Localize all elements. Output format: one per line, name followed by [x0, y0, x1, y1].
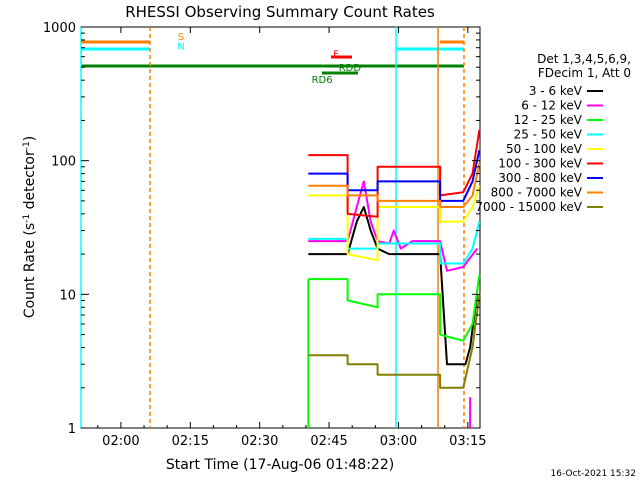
legend-label-5: 100 - 300 keV	[498, 157, 582, 171]
y-axis-label-part-1: -1	[22, 214, 32, 223]
x-tick-label-5: 03:15	[449, 434, 486, 449]
series-line-7-0	[308, 163, 481, 208]
y-tick-label-1: 10	[59, 288, 76, 303]
annotation-label-2: F	[333, 50, 339, 61]
series-line-4-0	[308, 185, 481, 262]
legend: Det 1,3,4,5,6,9,FDecim 1, Att 0 3 - 6 keV…	[475, 52, 631, 214]
y-tick-label-2: 100	[51, 155, 76, 170]
y-tick-label-3: 1000	[43, 21, 76, 36]
legend-label-4: 50 - 100 keV	[506, 142, 583, 156]
legend-label-8: 7000 - 15000 keV	[475, 200, 582, 214]
y-tick-label-0: 1	[68, 422, 76, 437]
annotation-label-4: RD6	[312, 75, 333, 86]
x-tick-label-3: 02:45	[310, 434, 347, 449]
y-axis-label: Count Rate (s-1 detector-1)	[22, 136, 38, 318]
legend-label-3: 25 - 50 keV	[514, 128, 583, 142]
x-axis-label: Start Time (17-Aug-06 01:48:22)	[166, 457, 394, 473]
legend-label-7: 800 - 7000 keV	[491, 186, 583, 200]
y-axis-label-part-3: -1	[22, 141, 32, 150]
annotation-label-0: S	[178, 32, 184, 43]
series-line-6-0	[308, 149, 481, 202]
x-axis: 02:00 02:15 02:30 02:45 03:00 03:15	[97, 27, 487, 449]
x-tick-label-2: 02:30	[241, 434, 278, 449]
x-tick-label-1: 02:15	[172, 434, 209, 449]
series-line-2-0	[308, 274, 481, 342]
legend-label-1: 6 - 12 keV	[521, 99, 583, 113]
legend-label-6: 300 - 800 keV	[498, 171, 582, 185]
y-axis-label-part-0: Count Rate (s	[22, 223, 38, 318]
series-line-1-0	[308, 180, 478, 272]
legend-label-2: 12 - 25 keV	[514, 113, 583, 127]
y-axis-label-part-2: detector	[22, 150, 38, 214]
legend-label-0: 3 - 6 keV	[529, 84, 583, 98]
legend-header-1: FDecim 1, Att 0	[538, 66, 631, 80]
y-axis: 1 10 100 1000	[43, 21, 480, 437]
plot-frame	[80, 26, 481, 429]
chart-title: RHESSI Observing Summary Count Rates	[125, 3, 435, 21]
y-axis-label-part-4: )	[22, 136, 38, 141]
annotation-label-1: N	[177, 41, 184, 52]
series-line-0-0	[308, 206, 479, 366]
x-tick-label-0: 02:00	[102, 434, 139, 449]
x-tick-label-4: 03:00	[380, 434, 417, 449]
series-line-3-0	[308, 221, 481, 265]
series-line-8-0	[308, 294, 481, 389]
legend-header-0: Det 1,3,4,5,6,9,	[537, 52, 631, 66]
annotation-label-3: RDD	[339, 63, 362, 74]
generated-timestamp: 16-Oct-2021 15:32	[551, 469, 636, 479]
